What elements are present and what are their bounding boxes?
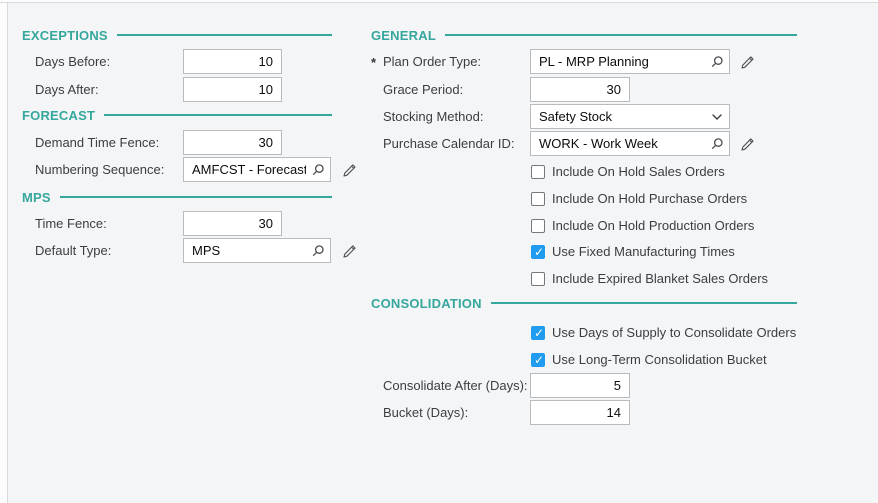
default-type-label: Default Type: xyxy=(35,243,112,258)
panel-left-border xyxy=(0,3,8,503)
default-type-input[interactable] xyxy=(184,239,306,262)
days-after-input[interactable] xyxy=(183,77,282,102)
plan-order-type-input[interactable] xyxy=(531,50,705,73)
section-forecast: FORECAST xyxy=(22,107,332,123)
consolidate-after-days-label: Consolidate After (Days): xyxy=(383,378,528,393)
days-after-label: Days After: xyxy=(35,82,99,97)
checkbox-row: Use Days of Supply to Consolidate Orders xyxy=(531,325,796,340)
checkbox-row: Use Fixed Manufacturing Times xyxy=(531,244,735,259)
pencil-icon[interactable] xyxy=(738,135,756,153)
numbering-sequence-input[interactable] xyxy=(184,158,306,181)
plan-order-type-lookup xyxy=(530,49,730,74)
pencil-icon[interactable] xyxy=(340,161,358,179)
checkbox-row: Include Expired Blanket Sales Orders xyxy=(531,271,768,286)
checkbox-row: Include On Hold Purchase Orders xyxy=(531,191,747,206)
section-divider xyxy=(444,34,797,36)
checkbox-include-on-hold-sales-orders[interactable] xyxy=(531,164,545,179)
purchase-calendar-id-input[interactable] xyxy=(531,132,705,155)
time-fence-input[interactable] xyxy=(183,211,282,236)
section-title-forecast: FORECAST xyxy=(22,107,96,123)
days-before-input[interactable] xyxy=(183,49,282,74)
purchase-calendar-id-lookup xyxy=(530,131,730,156)
checkbox-label[interactable]: Include On Hold Production Orders xyxy=(552,218,755,233)
section-consolidation: CONSOLIDATION xyxy=(371,295,797,311)
checkbox-use-long-term-consolidation-bucket[interactable] xyxy=(531,352,545,367)
section-divider xyxy=(116,34,332,36)
days-before-label: Days Before: xyxy=(35,54,111,69)
chevron-down-icon xyxy=(705,105,729,128)
stocking-method-select[interactable]: Safety Stock xyxy=(530,104,730,129)
checkbox-row: Include On Hold Production Orders xyxy=(531,218,754,233)
magnifier-icon[interactable] xyxy=(705,50,729,73)
section-divider xyxy=(104,114,332,116)
grace-period-label: Grace Period: xyxy=(383,82,464,97)
checkbox-use-fixed-manufacturing-times[interactable] xyxy=(531,244,545,259)
consolidate-after-days-input[interactable] xyxy=(530,373,630,398)
magnifier-icon[interactable] xyxy=(306,239,330,262)
section-title-consolidation: CONSOLIDATION xyxy=(371,295,482,311)
demand-time-fence-label: Demand Time Fence: xyxy=(35,135,160,150)
default-type-lookup xyxy=(183,238,331,263)
section-general: GENERAL xyxy=(371,27,797,43)
time-fence-label: Time Fence: xyxy=(35,216,107,231)
grace-period-input[interactable] xyxy=(530,77,630,102)
checkbox-use-days-of-supply-to-consolidate-orders[interactable] xyxy=(531,325,545,340)
checkbox-label[interactable]: Include On Hold Sales Orders xyxy=(552,164,725,179)
panel-top-border xyxy=(0,0,878,3)
checkbox-label[interactable]: Include Expired Blanket Sales Orders xyxy=(552,271,769,286)
checkbox-label[interactable]: Use Days of Supply to Consolidate Orders xyxy=(552,325,797,340)
section-mps: MPS xyxy=(22,189,332,205)
plan-order-type-label: Plan Order Type: xyxy=(383,54,482,69)
bucket-days-input[interactable] xyxy=(530,400,630,425)
section-exceptions: EXCEPTIONS xyxy=(22,27,332,43)
numbering-sequence-label: Numbering Sequence: xyxy=(35,162,165,177)
checkbox-label[interactable]: Include On Hold Purchase Orders xyxy=(552,191,748,206)
required-asterisk: * xyxy=(371,55,377,70)
checkbox-include-on-hold-production-orders[interactable] xyxy=(531,218,545,233)
section-divider xyxy=(59,196,332,198)
checkbox-include-on-hold-purchase-orders[interactable] xyxy=(531,191,545,206)
section-title-exceptions: EXCEPTIONS xyxy=(22,27,108,43)
pencil-icon[interactable] xyxy=(738,53,756,71)
purchase-calendar-id-label: Purchase Calendar ID: xyxy=(383,136,515,151)
section-title-mps: MPS xyxy=(22,189,51,205)
pencil-icon[interactable] xyxy=(340,242,358,260)
checkbox-include-expired-blanket-sales-orders[interactable] xyxy=(531,271,545,286)
checkbox-label[interactable]: Use Fixed Manufacturing Times xyxy=(552,244,735,259)
checkbox-row: Use Long-Term Consolidation Bucket xyxy=(531,352,767,367)
magnifier-icon[interactable] xyxy=(705,132,729,155)
stocking-method-label: Stocking Method: xyxy=(383,109,484,124)
bucket-days-label: Bucket (Days): xyxy=(383,405,469,420)
checkbox-label[interactable]: Use Long-Term Consolidation Bucket xyxy=(552,352,767,367)
stocking-method-value: Safety Stock xyxy=(539,109,612,124)
numbering-sequence-lookup xyxy=(183,157,331,182)
section-divider xyxy=(490,302,797,304)
demand-time-fence-input[interactable] xyxy=(183,130,282,155)
section-title-general: GENERAL xyxy=(371,27,436,43)
magnifier-icon[interactable] xyxy=(306,158,330,181)
checkbox-row: Include On Hold Sales Orders xyxy=(531,164,725,179)
